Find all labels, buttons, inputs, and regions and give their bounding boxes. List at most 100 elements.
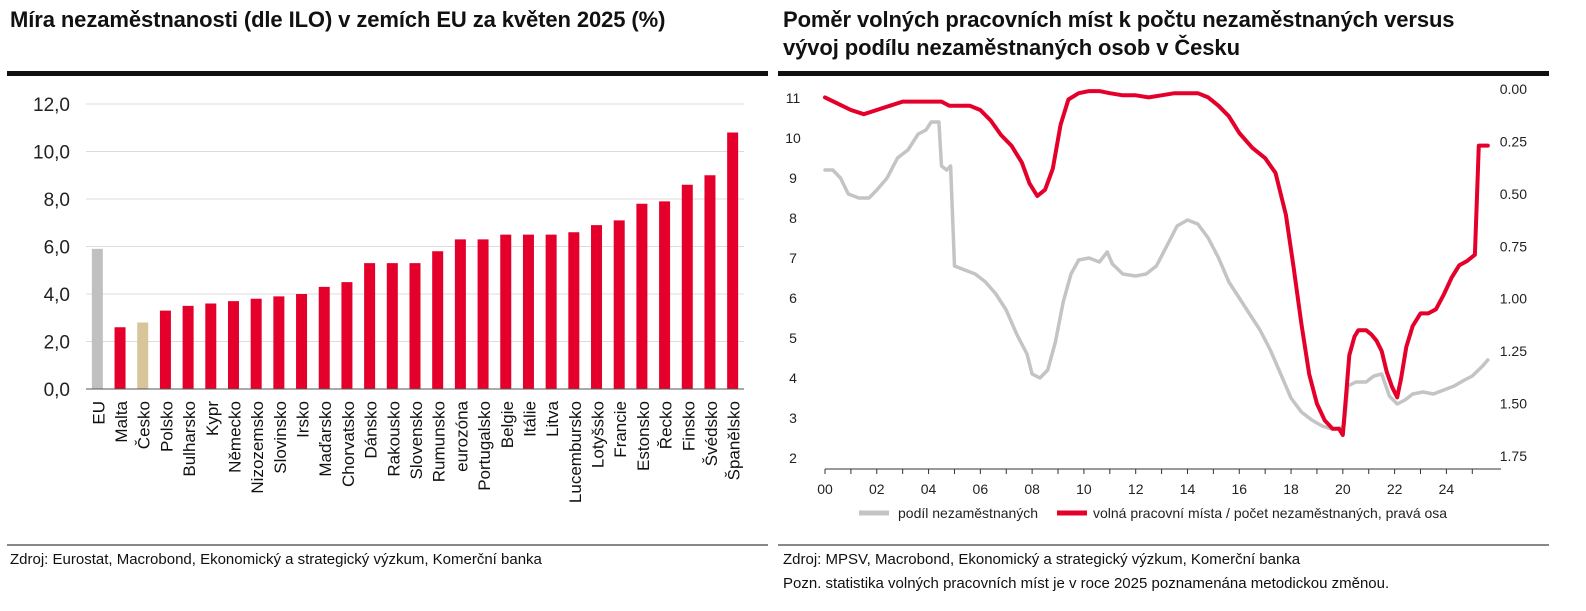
y-left-tick-label: 4 bbox=[789, 370, 797, 386]
x-category-label: Česko bbox=[135, 401, 154, 449]
bar bbox=[522, 234, 534, 389]
x-tick-label: 00 bbox=[817, 481, 833, 497]
y-tick-label: 6,0 bbox=[44, 238, 70, 259]
bar bbox=[227, 301, 239, 389]
y-left-tick-label: 6 bbox=[789, 290, 797, 306]
x-category-label: Švédsko bbox=[702, 401, 721, 466]
right-note-text: Pozn. statistika volných pracovních míst… bbox=[783, 575, 1390, 592]
y-tick-label: 8,0 bbox=[44, 190, 70, 211]
x-category-label: Estonsko bbox=[634, 401, 653, 471]
source-rule bbox=[7, 544, 768, 546]
bar bbox=[477, 239, 489, 389]
y-right-tick-label: 0.25 bbox=[1500, 133, 1527, 149]
bar bbox=[568, 232, 580, 389]
legend-label-unemployment-share: podíl nezaměstnaných bbox=[898, 505, 1038, 521]
x-category-label: Finsko bbox=[679, 401, 698, 451]
x-category-label: Portugalsko bbox=[475, 401, 494, 491]
right-title-line-1: Poměr volných pracovních míst k počtu ne… bbox=[783, 7, 1455, 32]
y-right-tick-label: 1.00 bbox=[1500, 291, 1527, 307]
x-category-label: Rumunsko bbox=[430, 401, 449, 482]
right-chart-title: Poměr volných pracovních míst k počtu ne… bbox=[783, 6, 1455, 62]
x-category-label: Řecko bbox=[657, 401, 676, 449]
x-tick-label: 08 bbox=[1024, 481, 1040, 497]
x-tick-label: 04 bbox=[921, 481, 937, 497]
bar bbox=[681, 184, 693, 389]
bar bbox=[137, 322, 149, 389]
series-line-unemployment-share bbox=[823, 120, 1490, 431]
bar bbox=[318, 286, 330, 389]
x-category-label: Nizozemsko bbox=[248, 401, 267, 494]
x-category-label: Bulharsko bbox=[180, 401, 199, 477]
y-left-tick-label: 3 bbox=[789, 410, 797, 426]
bar bbox=[159, 310, 171, 389]
y-right-tick-label: 1.50 bbox=[1500, 396, 1527, 412]
bar bbox=[182, 305, 194, 389]
left-chart-panel: Míra nezaměstnanosti (dle ILO) v zemích … bbox=[0, 0, 775, 611]
bar bbox=[386, 263, 398, 389]
y-right-tick-label: 0.00 bbox=[1500, 81, 1527, 97]
x-category-label: Španělsko bbox=[725, 401, 744, 480]
bar bbox=[205, 303, 217, 389]
bar bbox=[545, 234, 557, 389]
right-source-text: Zdroj: MPSV, Macrobond, Ekonomický a str… bbox=[783, 551, 1301, 568]
x-category-label: Lotyšsko bbox=[589, 401, 608, 468]
y-left-tick-label: 11 bbox=[786, 90, 801, 106]
y-left-tick-label: 5 bbox=[789, 330, 797, 346]
x-category-label: Irsko bbox=[294, 401, 313, 438]
y-tick-label: 4,0 bbox=[44, 285, 70, 306]
y-tick-label: 0,0 bbox=[44, 380, 70, 401]
x-category-label: Kypr bbox=[203, 401, 222, 436]
series-line-vacancy-ratio bbox=[823, 89, 1490, 437]
title-rule bbox=[778, 71, 1549, 76]
y-right-tick-label: 1.25 bbox=[1500, 343, 1527, 359]
y-right-tick-label: 1.75 bbox=[1500, 448, 1527, 464]
bar-chart: 0,0 2,0 4,0 6,0 8,0 10,0 12,0 EU Malta Česko Polsk… bbox=[33, 95, 744, 503]
bar bbox=[500, 234, 512, 389]
right-chart-panel: Poměr volných pracovních míst k počtu ne… bbox=[777, 0, 1586, 611]
bar bbox=[704, 175, 716, 389]
y-left-tick-label: 9 bbox=[789, 170, 797, 186]
y-right-tick-label: 0.75 bbox=[1500, 238, 1527, 254]
bar bbox=[114, 327, 126, 389]
x-tick-label: 12 bbox=[1128, 481, 1144, 497]
right-title-line-2: vývoj podílu nezaměstnaných osob v Česku bbox=[783, 35, 1240, 60]
x-category-label: Slovensko bbox=[407, 401, 426, 479]
y-left-tick-label: 2 bbox=[789, 450, 797, 466]
bar bbox=[659, 201, 671, 389]
x-category-label: Malta bbox=[112, 400, 131, 442]
x-category-label: Rakousko bbox=[384, 401, 403, 477]
y-left-tick-label: 10 bbox=[785, 130, 801, 146]
x-tick-label: 06 bbox=[973, 481, 989, 497]
x-tick-label: 16 bbox=[1231, 481, 1247, 497]
x-tick-label: 22 bbox=[1387, 481, 1403, 497]
y-tick-label: 2,0 bbox=[44, 333, 70, 354]
y-right-tick-label: 0.50 bbox=[1500, 186, 1527, 202]
x-tick-label: 24 bbox=[1439, 481, 1455, 497]
x-category-label: Francie bbox=[611, 401, 630, 458]
y-tick-label: 10,0 bbox=[33, 143, 70, 164]
x-category-label: Lucembursko bbox=[566, 401, 585, 503]
bar bbox=[341, 282, 353, 389]
x-category-label: Belgie bbox=[498, 401, 517, 448]
source-rule bbox=[778, 544, 1549, 546]
x-category-label: Slovinsko bbox=[271, 401, 290, 474]
x-tick-label: 10 bbox=[1076, 481, 1092, 497]
x-tick-label: 20 bbox=[1335, 481, 1351, 497]
x-tick-label: 18 bbox=[1283, 481, 1299, 497]
legend-label-vacancy-ratio: volná pracovní místa / počet nezaměstnan… bbox=[1093, 505, 1447, 521]
y-left-tick-label: 8 bbox=[789, 210, 797, 226]
bar bbox=[250, 298, 262, 389]
bar bbox=[613, 220, 625, 389]
bar bbox=[91, 248, 103, 389]
line-chart: 2 3 4 5 6 7 8 9 10 11 0.00 0.25 0.50 0.75 1.00 1.25 1.50… bbox=[785, 81, 1527, 521]
x-category-label: Litva bbox=[543, 400, 562, 436]
y-tick-label: 12,0 bbox=[33, 95, 70, 116]
bar bbox=[296, 294, 308, 389]
x-category-label: Chorvatsko bbox=[339, 401, 358, 487]
x-category-label: Itálie bbox=[520, 401, 539, 437]
bar bbox=[636, 203, 648, 389]
x-category-label: eurozóna bbox=[452, 400, 471, 471]
x-category-label: Maďarsko bbox=[316, 401, 335, 477]
bar bbox=[273, 296, 285, 389]
x-category-label: EU bbox=[89, 401, 108, 425]
